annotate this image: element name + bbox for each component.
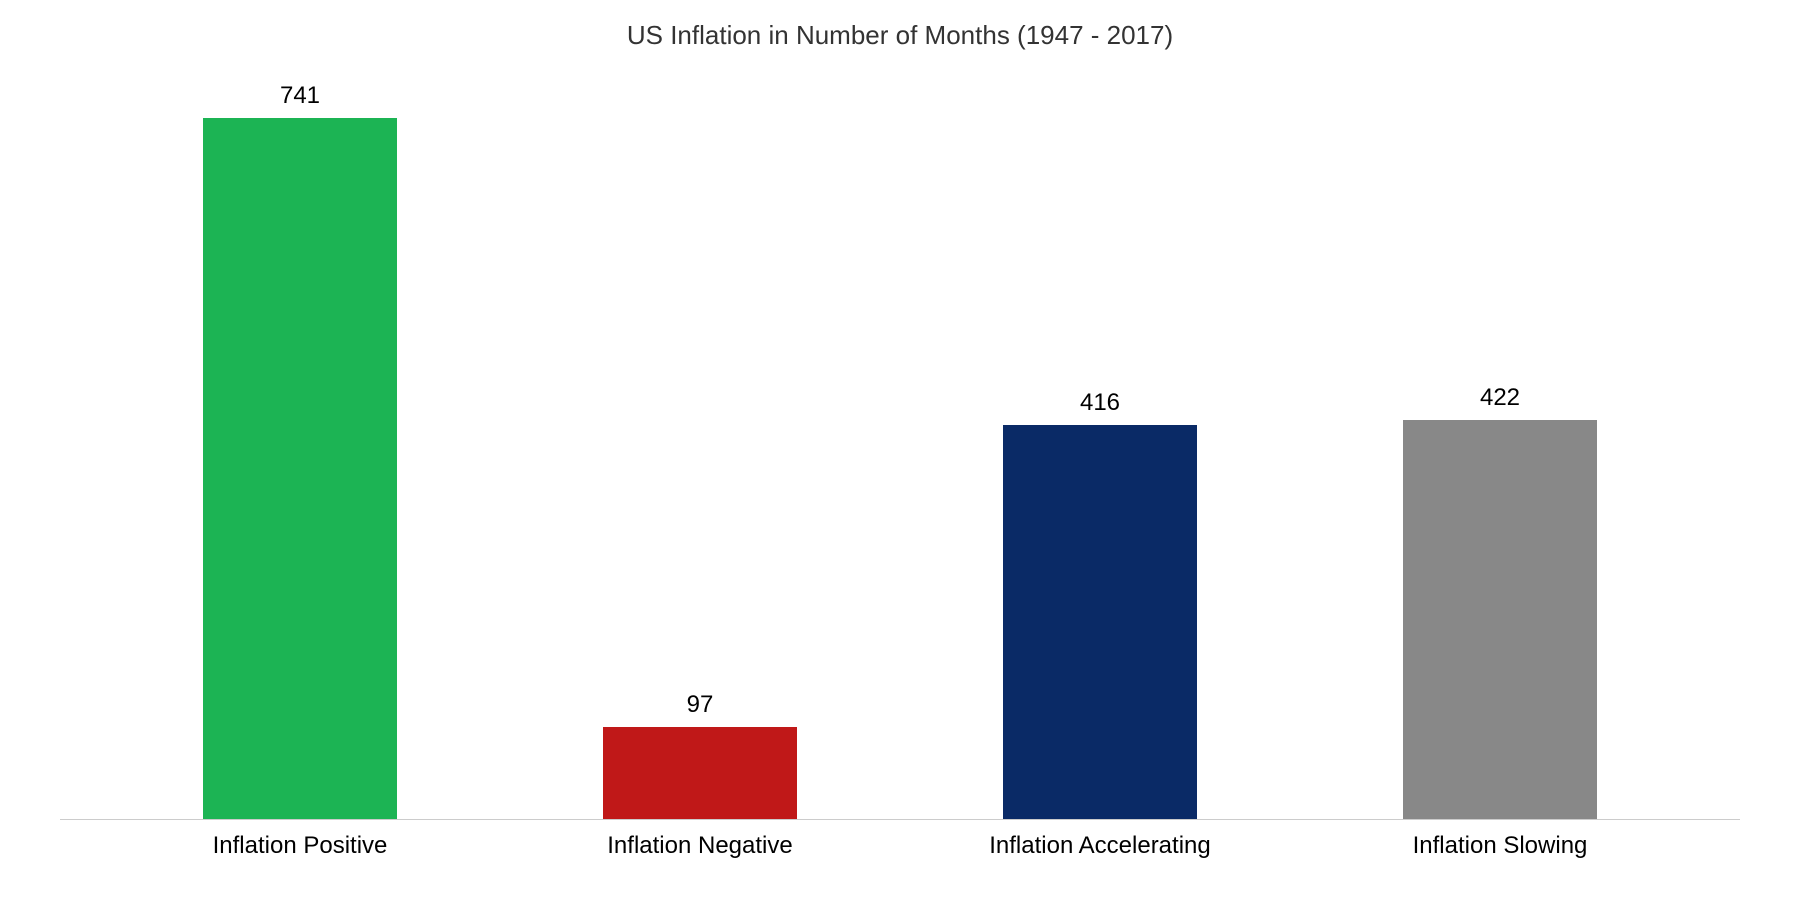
bar-group-1: 97 (524, 81, 876, 819)
chart-title: US Inflation in Number of Months (1947 -… (60, 20, 1740, 51)
bar-group-0: 741 (124, 81, 476, 819)
bar-value: 97 (687, 691, 714, 719)
chart-container: US Inflation in Number of Months (1947 -… (0, 0, 1800, 900)
x-axis-label: Inflation Accelerating (924, 832, 1276, 860)
x-axis-label: Inflation Positive (124, 832, 476, 860)
bar-value: 741 (280, 82, 320, 110)
bar-group-3: 422 (1324, 81, 1676, 819)
bar-value: 416 (1080, 389, 1120, 417)
bar (1403, 420, 1597, 819)
bar-group-2: 416 (924, 81, 1276, 819)
bar (603, 727, 797, 819)
x-axis-label: Inflation Negative (524, 832, 876, 860)
x-axis-label: Inflation Slowing (1324, 832, 1676, 860)
bar (1003, 425, 1197, 819)
bar-value: 422 (1480, 384, 1520, 412)
bar (203, 118, 397, 819)
plot-area: 741 97 416 422 (60, 81, 1740, 820)
x-axis: Inflation Positive Inflation Negative In… (60, 820, 1740, 860)
